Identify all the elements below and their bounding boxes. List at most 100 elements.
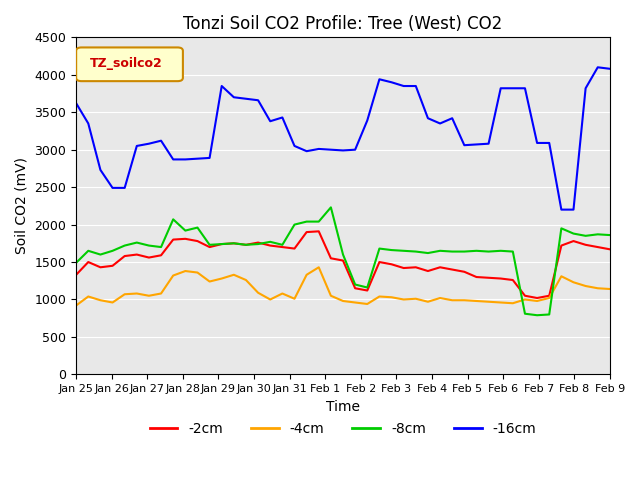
-16cm bbox=[484, 141, 492, 146]
-2cm bbox=[145, 255, 153, 261]
-4cm bbox=[84, 294, 92, 300]
-2cm bbox=[242, 242, 250, 248]
-2cm bbox=[376, 259, 383, 265]
-4cm bbox=[533, 298, 541, 304]
-4cm bbox=[460, 298, 468, 303]
-4cm bbox=[291, 296, 298, 301]
-4cm bbox=[121, 291, 129, 297]
-4cm bbox=[376, 294, 383, 300]
-8cm bbox=[533, 312, 541, 318]
-16cm bbox=[242, 96, 250, 102]
-8cm bbox=[182, 228, 189, 233]
-2cm bbox=[412, 264, 420, 270]
-2cm bbox=[315, 228, 323, 234]
-4cm bbox=[521, 297, 529, 302]
-16cm bbox=[545, 140, 553, 146]
-16cm bbox=[194, 156, 202, 162]
-4cm bbox=[182, 268, 189, 274]
-4cm bbox=[412, 296, 420, 301]
-8cm bbox=[351, 282, 359, 288]
-8cm bbox=[84, 248, 92, 254]
-16cm bbox=[509, 85, 516, 91]
-16cm bbox=[254, 97, 262, 103]
-2cm bbox=[521, 293, 529, 299]
-8cm bbox=[327, 204, 335, 210]
-8cm bbox=[606, 232, 614, 238]
-8cm bbox=[291, 222, 298, 228]
-4cm bbox=[388, 294, 396, 300]
Y-axis label: Soil CO2 (mV): Soil CO2 (mV) bbox=[15, 157, 29, 254]
-16cm bbox=[84, 120, 92, 126]
-8cm bbox=[557, 226, 565, 231]
Line: -16cm: -16cm bbox=[76, 67, 610, 210]
-4cm bbox=[484, 299, 492, 305]
-8cm bbox=[594, 231, 602, 237]
-4cm bbox=[339, 298, 347, 304]
-4cm bbox=[497, 300, 504, 305]
-16cm bbox=[315, 146, 323, 152]
-8cm bbox=[376, 246, 383, 252]
-8cm bbox=[194, 225, 202, 230]
-8cm bbox=[218, 241, 225, 247]
-8cm bbox=[484, 249, 492, 254]
-2cm bbox=[254, 240, 262, 245]
-16cm bbox=[436, 120, 444, 126]
-4cm bbox=[315, 264, 323, 270]
-4cm bbox=[509, 300, 516, 306]
-2cm bbox=[133, 252, 141, 257]
-16cm bbox=[339, 147, 347, 153]
-16cm bbox=[412, 83, 420, 89]
-16cm bbox=[205, 155, 213, 161]
-16cm bbox=[388, 79, 396, 85]
-4cm bbox=[145, 293, 153, 299]
-8cm bbox=[230, 240, 237, 246]
-8cm bbox=[254, 241, 262, 247]
-16cm bbox=[266, 119, 274, 124]
-4cm bbox=[582, 283, 589, 289]
-4cm bbox=[351, 300, 359, 305]
-2cm bbox=[424, 268, 432, 274]
-8cm bbox=[400, 248, 408, 254]
-4cm bbox=[278, 290, 286, 296]
-4cm bbox=[364, 301, 371, 307]
Text: TZ_soilco2: TZ_soilco2 bbox=[90, 57, 163, 70]
-8cm bbox=[339, 252, 347, 257]
-2cm bbox=[121, 253, 129, 259]
-8cm bbox=[570, 231, 577, 237]
-2cm bbox=[570, 238, 577, 244]
-2cm bbox=[205, 244, 213, 250]
-4cm bbox=[109, 300, 116, 305]
-4cm bbox=[242, 277, 250, 283]
-16cm bbox=[133, 143, 141, 149]
-2cm bbox=[388, 262, 396, 267]
-4cm bbox=[327, 293, 335, 299]
-2cm bbox=[484, 275, 492, 281]
-2cm bbox=[266, 243, 274, 249]
-8cm bbox=[497, 248, 504, 254]
-4cm bbox=[254, 290, 262, 296]
-16cm bbox=[364, 118, 371, 123]
-4cm bbox=[218, 276, 225, 281]
-16cm bbox=[460, 142, 468, 148]
-16cm bbox=[570, 207, 577, 213]
-16cm bbox=[170, 156, 177, 162]
-2cm bbox=[400, 265, 408, 271]
-2cm bbox=[194, 238, 202, 244]
-2cm bbox=[472, 274, 480, 280]
-8cm bbox=[121, 243, 129, 249]
-16cm bbox=[533, 140, 541, 146]
-16cm bbox=[109, 185, 116, 191]
-4cm bbox=[205, 278, 213, 284]
-16cm bbox=[327, 147, 335, 153]
-4cm bbox=[400, 297, 408, 302]
-8cm bbox=[170, 216, 177, 222]
Line: -2cm: -2cm bbox=[76, 231, 610, 298]
-16cm bbox=[582, 85, 589, 91]
-2cm bbox=[182, 236, 189, 242]
-16cm bbox=[72, 100, 80, 106]
-8cm bbox=[303, 219, 310, 225]
-4cm bbox=[266, 297, 274, 302]
-8cm bbox=[412, 249, 420, 254]
-4cm bbox=[472, 298, 480, 304]
-16cm bbox=[449, 115, 456, 121]
